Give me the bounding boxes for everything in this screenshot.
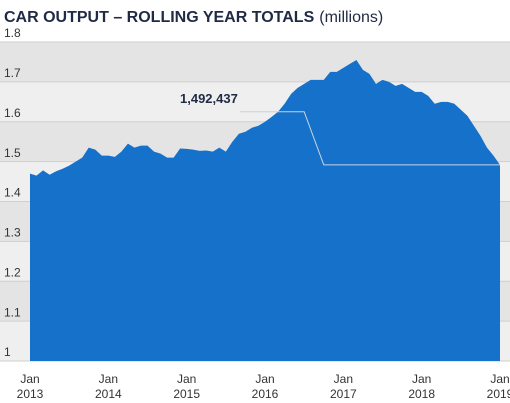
x-tick-label: Jan 2013	[17, 372, 44, 401]
y-tick-label: 1.2	[4, 265, 21, 279]
band	[0, 42, 510, 82]
y-tick-label: 1.6	[4, 106, 21, 120]
x-tick-label: Jan 2016	[252, 372, 279, 401]
annotation: 1,492,437	[180, 91, 238, 106]
y-tick-label: 1.4	[4, 186, 21, 200]
y-tick-label: 1.1	[4, 305, 21, 319]
y-tick-label: 1	[4, 345, 11, 359]
subtitle-text: (millions)	[319, 9, 383, 26]
area	[30, 59, 500, 361]
y-tick-label: 1.8	[4, 26, 21, 40]
annotation-leader	[240, 111, 500, 166]
y-tick-label: 1.7	[4, 66, 21, 80]
x-tick-label: Jan2019	[487, 372, 510, 401]
x-tick-label: Jan 2018	[408, 372, 435, 401]
x-tick-label: Jan 2014	[95, 372, 122, 401]
y-tick-label: 1.3	[4, 226, 21, 240]
x-tick-label: Jan 2017	[330, 372, 357, 401]
title-text: CAR OUTPUT – ROLLING YEAR TOTALS	[4, 9, 315, 26]
y-tick-label: 1.5	[4, 146, 21, 160]
chart-title: CAR OUTPUT – ROLLING YEAR TOTALS (million…	[4, 9, 383, 26]
x-tick-label: Jan 2015	[173, 372, 200, 401]
